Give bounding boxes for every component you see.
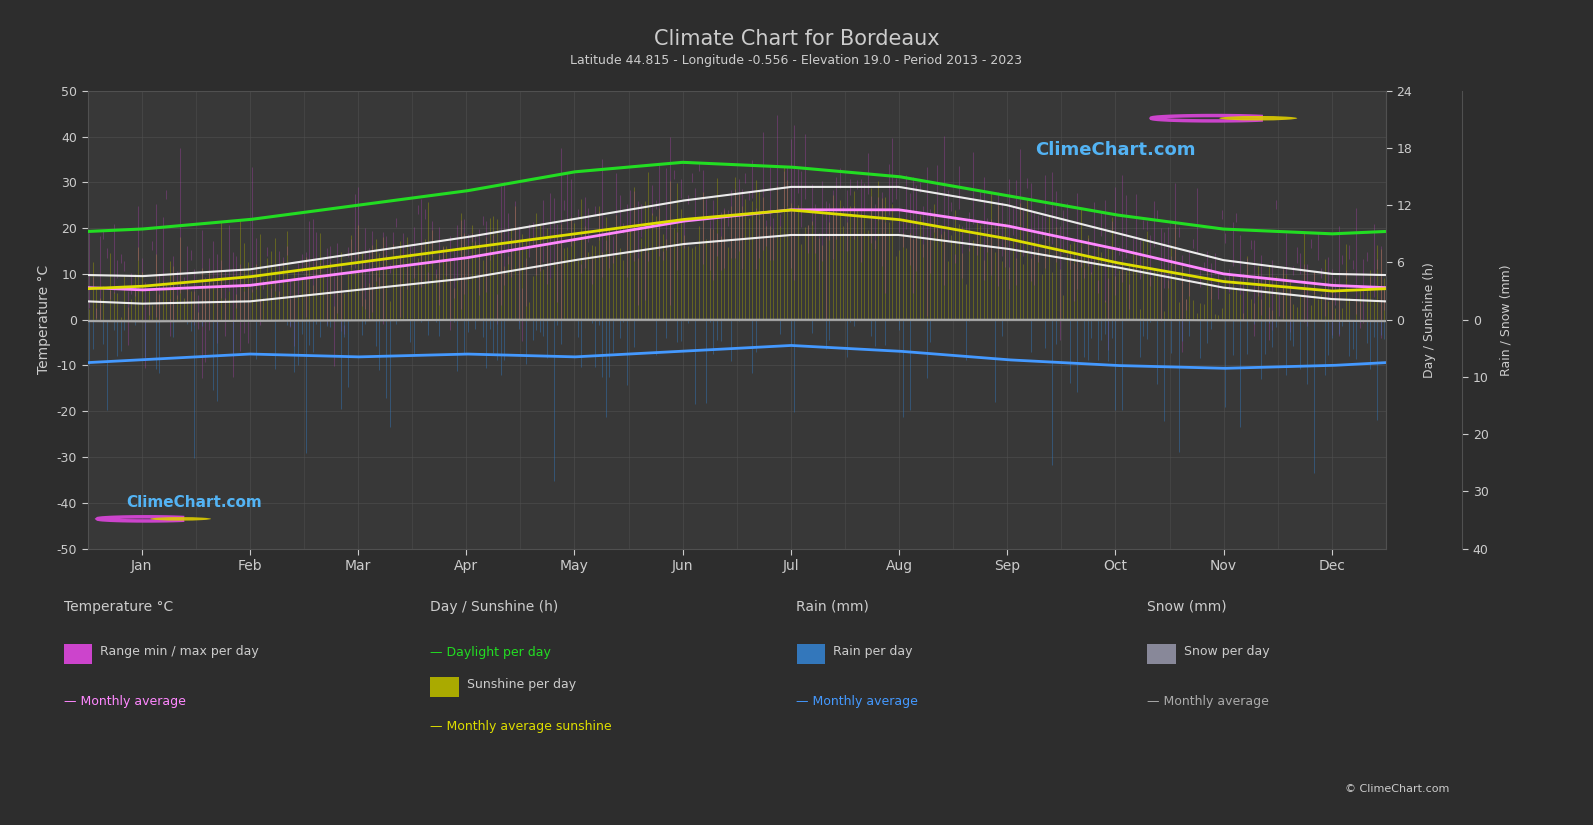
- Text: — Monthly average sunshine: — Monthly average sunshine: [430, 720, 612, 733]
- Text: Rain per day: Rain per day: [833, 645, 913, 658]
- Text: Temperature °C: Temperature °C: [64, 600, 174, 614]
- Text: Range min / max per day: Range min / max per day: [100, 645, 260, 658]
- Text: Day / Sunshine (h): Day / Sunshine (h): [430, 600, 559, 614]
- Ellipse shape: [1219, 116, 1297, 120]
- Text: — Monthly average: — Monthly average: [1147, 695, 1270, 709]
- Text: ClimeChart.com: ClimeChart.com: [1035, 141, 1196, 159]
- Y-axis label: Rain / Snow (mm): Rain / Snow (mm): [1499, 264, 1513, 375]
- Y-axis label: Day / Sunshine (h): Day / Sunshine (h): [1423, 262, 1437, 378]
- Ellipse shape: [150, 517, 210, 521]
- Text: Climate Chart for Bordeaux: Climate Chart for Bordeaux: [653, 29, 940, 49]
- Text: © ClimeChart.com: © ClimeChart.com: [1344, 784, 1450, 794]
- Text: Latitude 44.815 - Longitude -0.556 - Elevation 19.0 - Period 2013 - 2023: Latitude 44.815 - Longitude -0.556 - Ele…: [570, 54, 1023, 67]
- Text: Snow (mm): Snow (mm): [1147, 600, 1227, 614]
- Text: — Monthly average: — Monthly average: [796, 695, 919, 709]
- Y-axis label: Temperature °C: Temperature °C: [37, 265, 51, 375]
- Text: — Monthly average: — Monthly average: [64, 695, 186, 709]
- Text: Snow per day: Snow per day: [1184, 645, 1270, 658]
- Text: Sunshine per day: Sunshine per day: [467, 678, 577, 691]
- Text: — Daylight per day: — Daylight per day: [430, 646, 551, 659]
- Text: Rain (mm): Rain (mm): [796, 600, 870, 614]
- Text: ClimeChart.com: ClimeChart.com: [126, 495, 263, 511]
